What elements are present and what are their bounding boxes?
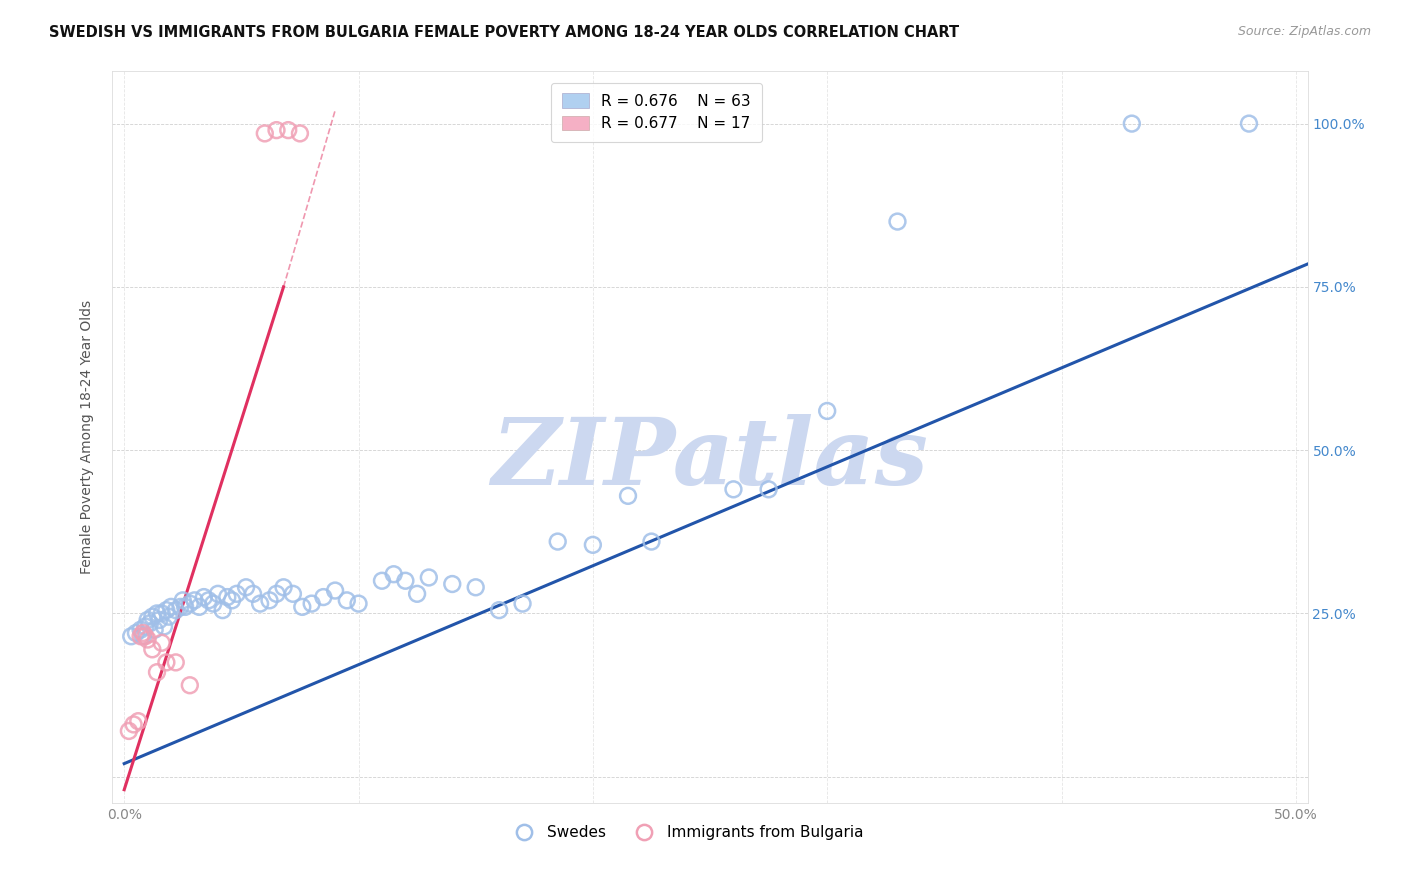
Point xyxy=(242,587,264,601)
Point xyxy=(371,574,394,588)
Legend: Swedes, Immigrants from Bulgaria: Swedes, Immigrants from Bulgaria xyxy=(502,819,870,847)
Point xyxy=(129,623,152,637)
Point xyxy=(221,593,243,607)
Point xyxy=(150,607,173,621)
Point xyxy=(886,214,908,228)
Point xyxy=(723,483,745,497)
Point xyxy=(273,580,295,594)
Point xyxy=(172,593,194,607)
Point xyxy=(249,597,271,611)
Point xyxy=(253,127,276,141)
Point xyxy=(547,534,569,549)
Point xyxy=(157,609,180,624)
Point xyxy=(148,613,170,627)
Point xyxy=(259,593,281,607)
Point xyxy=(129,629,152,643)
Point xyxy=(188,599,211,614)
Point xyxy=(441,577,464,591)
Point xyxy=(183,593,205,607)
Point xyxy=(127,714,149,728)
Point xyxy=(512,597,534,611)
Y-axis label: Female Poverty Among 18-24 Year Olds: Female Poverty Among 18-24 Year Olds xyxy=(80,300,94,574)
Point xyxy=(153,619,176,633)
Point xyxy=(197,593,219,607)
Point xyxy=(174,599,197,614)
Point xyxy=(382,567,405,582)
Point xyxy=(179,678,201,692)
Text: SWEDISH VS IMMIGRANTS FROM BULGARIA FEMALE POVERTY AMONG 18-24 YEAR OLDS CORRELA: SWEDISH VS IMMIGRANTS FROM BULGARIA FEMA… xyxy=(49,25,959,40)
Point xyxy=(146,607,169,621)
Point xyxy=(1237,117,1260,131)
Point xyxy=(394,574,416,588)
Point xyxy=(122,717,145,731)
Point xyxy=(418,570,440,584)
Point xyxy=(143,623,166,637)
Point xyxy=(1121,117,1143,131)
Point xyxy=(155,656,177,670)
Point xyxy=(160,599,183,614)
Point xyxy=(125,626,148,640)
Point xyxy=(617,489,640,503)
Point xyxy=(266,123,288,137)
Point xyxy=(266,587,288,601)
Point xyxy=(169,599,191,614)
Point xyxy=(336,593,359,607)
Point xyxy=(120,629,142,643)
Point xyxy=(146,665,169,680)
Point xyxy=(582,538,605,552)
Point xyxy=(277,123,299,137)
Point xyxy=(312,590,335,604)
Point xyxy=(134,629,156,643)
Point xyxy=(640,534,662,549)
Point xyxy=(193,590,215,604)
Point xyxy=(291,599,314,614)
Point xyxy=(132,626,155,640)
Point xyxy=(165,603,187,617)
Point xyxy=(281,587,304,601)
Text: ZIPatlas: ZIPatlas xyxy=(492,414,928,504)
Point xyxy=(406,587,429,601)
Point xyxy=(134,619,156,633)
Point xyxy=(217,590,239,604)
Point xyxy=(235,580,257,594)
Point xyxy=(211,603,233,617)
Point xyxy=(155,603,177,617)
Point xyxy=(141,642,163,657)
Point xyxy=(301,597,323,611)
Point xyxy=(136,613,159,627)
Point xyxy=(136,632,159,647)
Point xyxy=(150,636,173,650)
Point xyxy=(758,483,780,497)
Point xyxy=(815,404,838,418)
Point xyxy=(141,609,163,624)
Point xyxy=(165,656,187,670)
Point xyxy=(488,603,510,617)
Point xyxy=(225,587,247,601)
Text: Source: ZipAtlas.com: Source: ZipAtlas.com xyxy=(1237,25,1371,38)
Point xyxy=(202,597,225,611)
Point xyxy=(464,580,486,594)
Point xyxy=(139,616,162,631)
Point xyxy=(118,723,141,738)
Point xyxy=(207,587,229,601)
Point xyxy=(132,629,155,643)
Point xyxy=(323,583,346,598)
Point xyxy=(288,127,311,141)
Point xyxy=(179,597,201,611)
Point xyxy=(347,597,370,611)
